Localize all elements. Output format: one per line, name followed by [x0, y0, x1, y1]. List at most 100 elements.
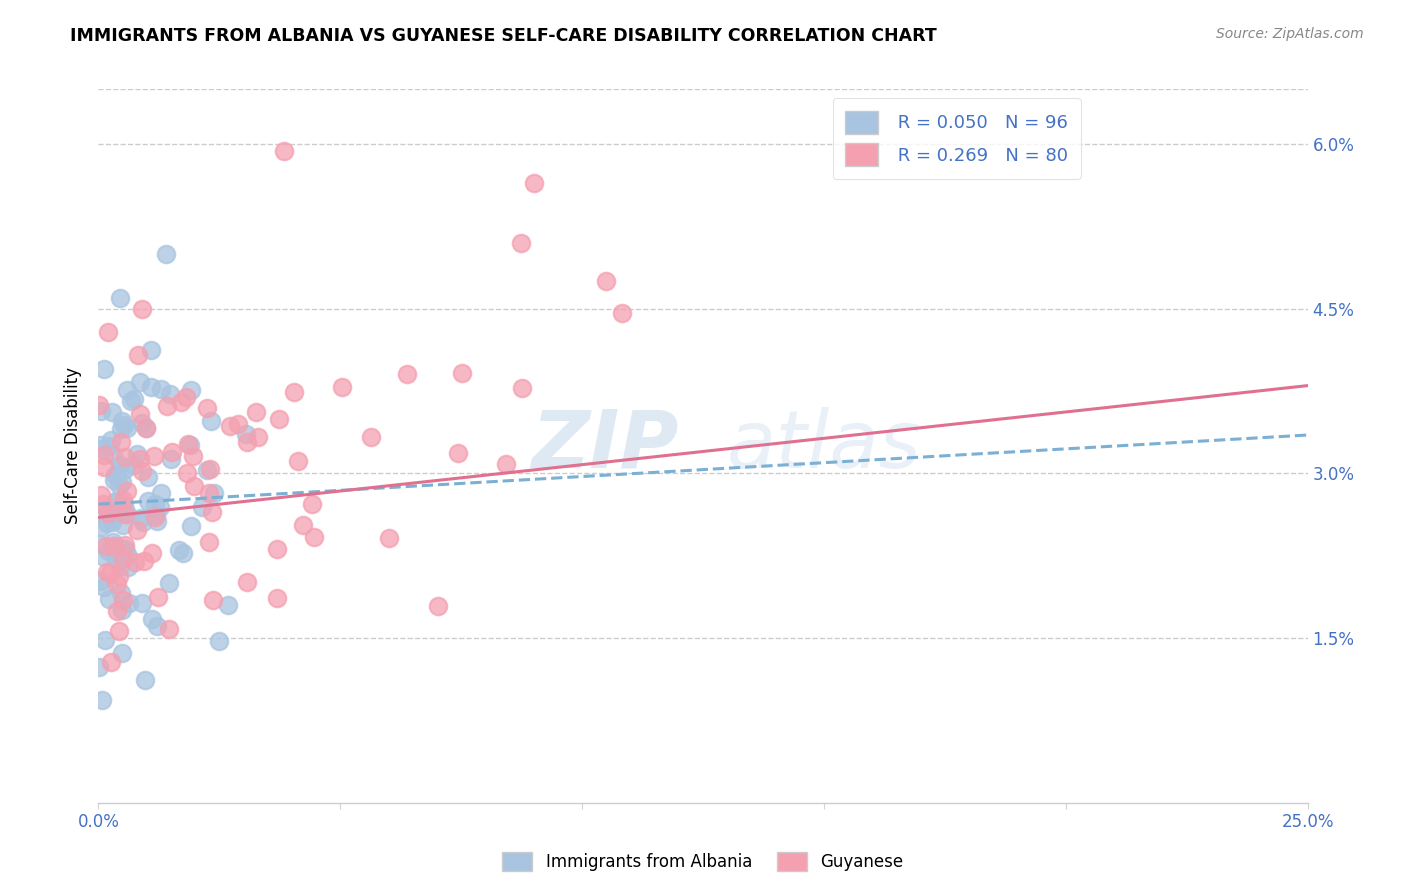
Point	[103, 473, 125, 487]
Point	[174, 390, 197, 404]
Point	[93, 580, 115, 594]
Point	[129, 510, 152, 524]
Point	[108, 624, 131, 639]
Point	[114, 507, 136, 521]
Point	[89, 659, 111, 673]
Point	[179, 437, 201, 451]
Point	[111, 414, 134, 428]
Point	[110, 421, 132, 435]
Point	[96, 516, 118, 531]
Point	[226, 417, 249, 431]
Point	[93, 448, 115, 462]
Point	[360, 430, 382, 444]
Point	[101, 448, 124, 462]
Point	[124, 555, 146, 569]
Point	[111, 518, 134, 533]
Point	[139, 379, 162, 393]
Point	[101, 508, 124, 522]
Point	[90, 438, 112, 452]
Point	[167, 543, 190, 558]
Point	[149, 382, 172, 396]
Point	[122, 392, 145, 406]
Point	[245, 405, 267, 419]
Point	[98, 566, 121, 581]
Point	[180, 519, 202, 533]
Point	[108, 547, 131, 561]
Point	[101, 535, 124, 549]
Point	[136, 494, 159, 508]
Point	[330, 380, 353, 394]
Point	[93, 361, 115, 376]
Point	[112, 501, 135, 516]
Point	[139, 343, 162, 357]
Point	[105, 604, 128, 618]
Point	[105, 539, 128, 553]
Point	[509, 235, 531, 250]
Point	[94, 502, 117, 516]
Point	[115, 508, 138, 522]
Point	[108, 541, 131, 556]
Point	[105, 494, 128, 508]
Point	[105, 577, 128, 591]
Point	[112, 552, 135, 566]
Point	[157, 576, 180, 591]
Point	[283, 385, 305, 400]
Point	[141, 546, 163, 560]
Text: ZIP: ZIP	[531, 407, 679, 485]
Point	[97, 439, 120, 453]
Point	[129, 407, 152, 421]
Point	[177, 437, 200, 451]
Point	[155, 247, 177, 261]
Point	[218, 418, 240, 433]
Point	[145, 507, 167, 521]
Point	[131, 416, 153, 430]
Point	[157, 622, 180, 636]
Point	[523, 176, 546, 190]
Point	[200, 415, 222, 429]
Point	[105, 494, 128, 508]
Point	[191, 500, 214, 515]
Point	[111, 541, 134, 556]
Point	[170, 395, 193, 409]
Point	[183, 479, 205, 493]
Point	[117, 484, 139, 499]
Point	[97, 592, 120, 607]
Point	[132, 554, 155, 568]
Point	[100, 511, 122, 525]
Point	[197, 534, 219, 549]
Point	[114, 450, 136, 464]
Point	[145, 619, 167, 633]
Point	[159, 386, 181, 401]
Point	[90, 488, 112, 502]
Point	[266, 591, 288, 605]
Point	[142, 449, 165, 463]
Point	[301, 497, 323, 511]
Point	[495, 457, 517, 471]
Point	[131, 464, 153, 478]
Point	[108, 291, 131, 305]
Point	[100, 405, 122, 419]
Point	[304, 530, 326, 544]
Point	[112, 498, 135, 512]
Point	[114, 537, 136, 551]
Point	[510, 381, 533, 395]
Point	[108, 559, 131, 574]
Legend: Immigrants from Albania, Guyanese: Immigrants from Albania, Guyanese	[494, 843, 912, 880]
Point	[105, 467, 128, 481]
Point	[110, 585, 132, 599]
Y-axis label: Self-Care Disability: Self-Care Disability	[65, 368, 83, 524]
Point	[127, 348, 149, 362]
Point	[111, 493, 134, 508]
Point	[377, 531, 399, 545]
Point	[115, 383, 138, 397]
Point	[172, 546, 194, 560]
Point	[97, 544, 120, 558]
Point	[100, 655, 122, 669]
Point	[267, 412, 290, 426]
Point	[156, 399, 179, 413]
Point	[108, 569, 131, 583]
Point	[217, 598, 239, 612]
Point	[180, 384, 202, 398]
Point	[104, 468, 127, 483]
Point	[108, 458, 131, 472]
